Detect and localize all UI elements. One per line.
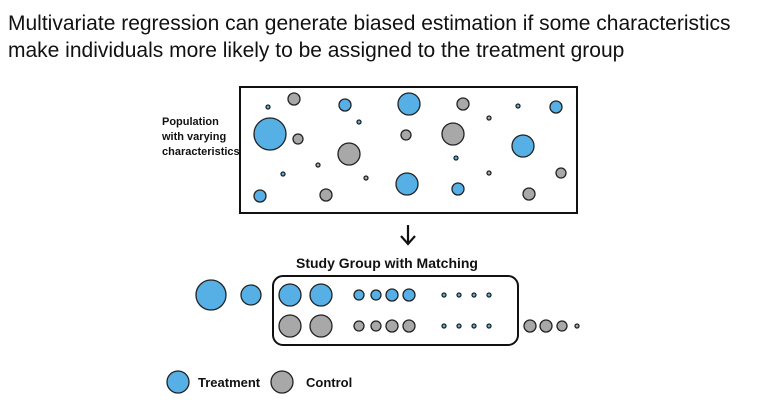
population-label: with varying [161,131,226,143]
population-label: Population [162,116,219,128]
arrow [400,225,416,246]
study-group [195,275,580,346]
legend: Treatment Control [166,370,352,394]
legend-treatment: Treatment [198,375,261,390]
title-line: Multivariate regression can generate bia… [8,12,731,35]
title-line: make individuals more likely to be assig… [8,39,624,62]
legend-control: Control [306,375,352,390]
population-label: characteristics [162,146,240,158]
population-box [239,86,578,214]
study-group-label: Study Group with Matching [296,255,478,271]
